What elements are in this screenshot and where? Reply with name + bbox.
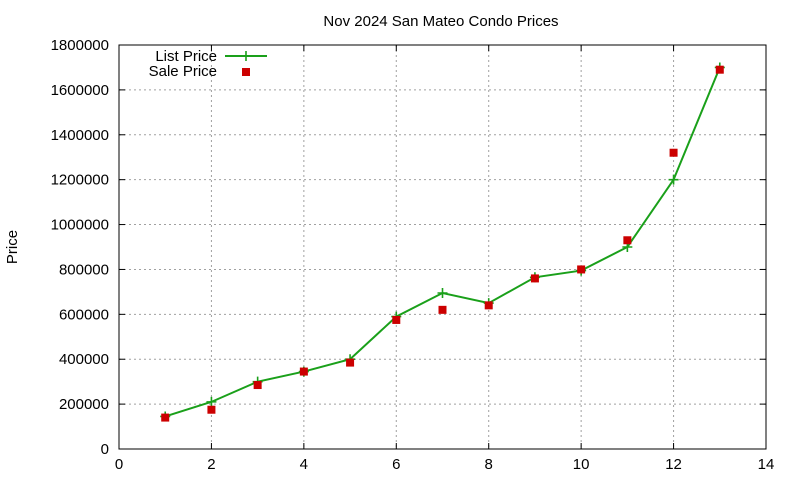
y-tick-label: 0 — [101, 441, 109, 458]
x-tick-labels: 0 2 4 6 8 10 12 14 — [115, 456, 775, 473]
sale-price-point — [299, 367, 308, 376]
sale-price-point — [715, 65, 724, 74]
chart-title: Nov 2024 San Mateo Condo Prices — [323, 13, 558, 30]
y-tick-label: 200000 — [59, 396, 109, 413]
sale-price-point — [438, 305, 447, 314]
sale-price-point — [346, 358, 355, 367]
y-tick-label: 1000000 — [51, 217, 109, 234]
sale-price-point — [669, 148, 678, 157]
y-tick-label: 600000 — [59, 306, 109, 323]
y-tick-label: 1600000 — [51, 82, 109, 99]
y-tick-label: 1800000 — [51, 37, 109, 54]
legend-label-sale-price: Sale Price — [149, 63, 217, 80]
x-tick-label: 8 — [485, 456, 493, 473]
legend-marker-sale-price — [242, 68, 250, 76]
x-tick-label: 2 — [207, 456, 215, 473]
sale-price-point — [207, 405, 216, 414]
y-tick-label: 1400000 — [51, 127, 109, 144]
sale-price-point — [161, 413, 170, 422]
legend: List Price Sale Price — [149, 48, 267, 80]
sale-price-point — [253, 381, 262, 390]
legend-label-list-price: List Price — [155, 48, 217, 65]
y-tick-label: 400000 — [59, 351, 109, 368]
sale-price-point — [530, 274, 539, 283]
x-tick-label: 0 — [115, 456, 123, 473]
x-tick-label: 4 — [300, 456, 308, 473]
x-tick-label: 10 — [573, 456, 590, 473]
legend-marker-list-price — [241, 51, 251, 61]
y-tick-label: 800000 — [59, 261, 109, 278]
y-tick-labels: 0 200000 400000 600000 800000 1000000 1200000 1… — [51, 37, 109, 458]
list-price-point — [668, 174, 679, 185]
axis-ticks — [118, 44, 767, 450]
y-axis-title: Price — [4, 230, 21, 264]
data-series — [160, 62, 725, 422]
sale-price-point — [392, 315, 401, 324]
x-tick-label: 12 — [665, 456, 682, 473]
sale-price-point — [484, 301, 493, 310]
x-tick-label: 6 — [392, 456, 400, 473]
list-price-point — [437, 288, 448, 299]
list-price-line — [164, 67, 721, 418]
grid — [119, 45, 766, 449]
sale-price-point — [623, 236, 632, 245]
list-price-point — [206, 396, 217, 407]
x-tick-label: 14 — [758, 456, 775, 473]
plot-frame — [118, 44, 767, 450]
sale-price-point — [577, 265, 586, 274]
y-tick-label: 1200000 — [51, 172, 109, 189]
